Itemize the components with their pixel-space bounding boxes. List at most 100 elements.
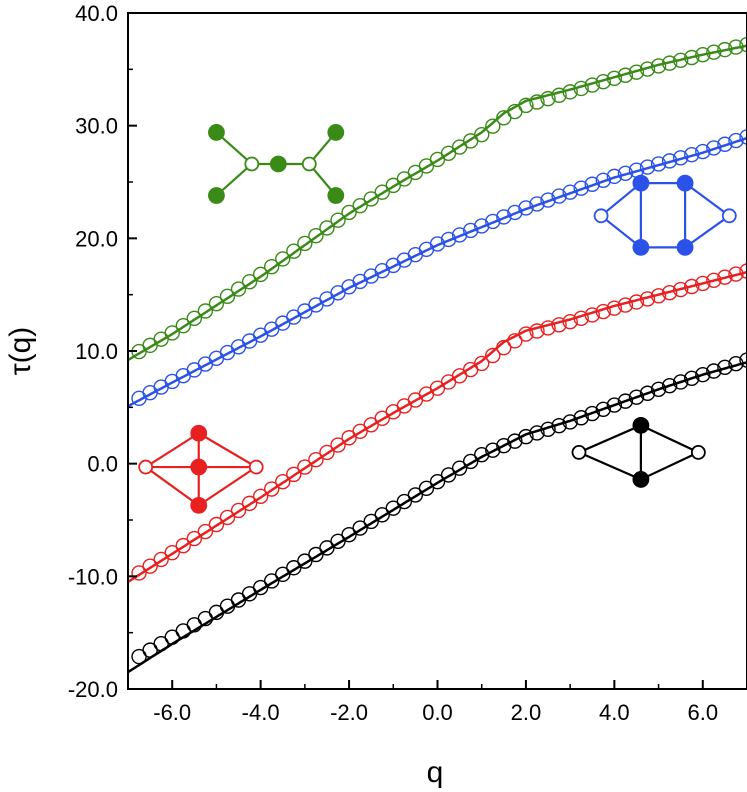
data-point (672, 150, 689, 166)
data-point (650, 288, 667, 304)
inset-node-filled (632, 238, 650, 256)
data-point (418, 480, 435, 497)
inset-node-open (571, 444, 587, 460)
inset-edge (684, 182, 730, 217)
series-line (127, 270, 747, 584)
data-point (142, 558, 158, 574)
inset-node-open (690, 444, 706, 460)
data-point (661, 55, 678, 71)
data-point (308, 227, 324, 244)
x-tick-label: -6.0 (153, 700, 191, 725)
data-point (474, 126, 490, 143)
data-point (164, 544, 180, 561)
data-point (540, 320, 556, 336)
data-point (551, 417, 567, 434)
data-point (164, 325, 180, 341)
data-point (717, 136, 733, 152)
y-tick-label: 10.0 (75, 339, 118, 364)
data-point (374, 184, 390, 200)
series-green-graph (127, 36, 747, 362)
data-point (661, 284, 678, 301)
data-point (661, 153, 678, 169)
data-point (584, 176, 600, 192)
inset-node-filled (676, 238, 694, 256)
data-point (474, 355, 490, 372)
data-point (286, 466, 302, 483)
x-tick-label: 6.0 (687, 700, 718, 725)
data-point (562, 84, 578, 100)
green-graph-inset (208, 124, 345, 204)
data-point (297, 235, 313, 252)
data-point (529, 425, 545, 441)
data-point (396, 493, 413, 510)
data-point (695, 143, 711, 160)
x-axis-label: q (427, 756, 444, 789)
x-tick-label: 0.0 (422, 700, 453, 725)
inset-node-filled (632, 471, 650, 488)
data-point (606, 397, 623, 413)
series-blue-graph (127, 129, 747, 408)
data-point (308, 546, 324, 563)
y-tick-label: 30.0 (75, 114, 118, 139)
series-line (127, 361, 747, 674)
data-point (684, 49, 700, 66)
tick-layer: -6.0 -4.0 -2.0 0.0 2.0 4.0 6.0 -20.0 -10.0 0.0 10.… (68, 1, 718, 725)
inset-node-filled (676, 174, 694, 192)
series-black-graph (127, 352, 747, 674)
y-tick-label: 0.0 (87, 452, 118, 477)
y-tick-label: -20.0 (68, 677, 118, 702)
inset-node-open (244, 156, 260, 172)
data-point (573, 310, 589, 327)
data-point (595, 303, 612, 320)
data-point (606, 70, 623, 87)
data-point (230, 502, 247, 519)
data-point (717, 359, 733, 376)
data-point (385, 500, 401, 516)
data-point (286, 243, 302, 259)
data-point (639, 291, 656, 307)
data-point (573, 80, 589, 97)
data-point (739, 263, 747, 279)
x-tick-label: 2.0 (511, 700, 542, 725)
data-point (319, 444, 335, 461)
data-point (551, 188, 567, 204)
data-point (507, 204, 523, 221)
data-point (562, 414, 578, 430)
data-point (275, 251, 291, 267)
data-point (363, 513, 379, 530)
data-point (529, 196, 545, 212)
data-point (496, 209, 512, 225)
inset-node-filled (327, 187, 345, 204)
series-red-graph (127, 263, 747, 584)
y-tick-label: 20.0 (75, 226, 118, 251)
data-point (540, 421, 556, 438)
data-point (551, 317, 567, 333)
inset-edge (145, 466, 200, 507)
data-point (297, 553, 313, 569)
data-point (208, 295, 225, 312)
inset-node-filled (632, 174, 650, 192)
data-point (650, 381, 667, 398)
inset-node-open (593, 208, 609, 224)
data-point (728, 266, 744, 282)
x-tick-label: 4.0 (599, 700, 630, 725)
data-point (540, 90, 556, 107)
inset-edge (600, 214, 642, 249)
data-point (595, 172, 612, 189)
inset-node-filled (208, 187, 225, 204)
data-point (628, 389, 645, 405)
data-point (518, 97, 534, 114)
data-point (617, 67, 634, 83)
data-point (728, 132, 744, 149)
series-line (127, 44, 747, 362)
data-point (241, 274, 258, 290)
inset-edge (600, 182, 642, 217)
data-point (617, 393, 634, 409)
data-point (717, 269, 733, 285)
data-point (595, 401, 612, 418)
data-point (628, 294, 645, 310)
inset-node-filled (190, 458, 208, 476)
data-point (451, 227, 468, 243)
